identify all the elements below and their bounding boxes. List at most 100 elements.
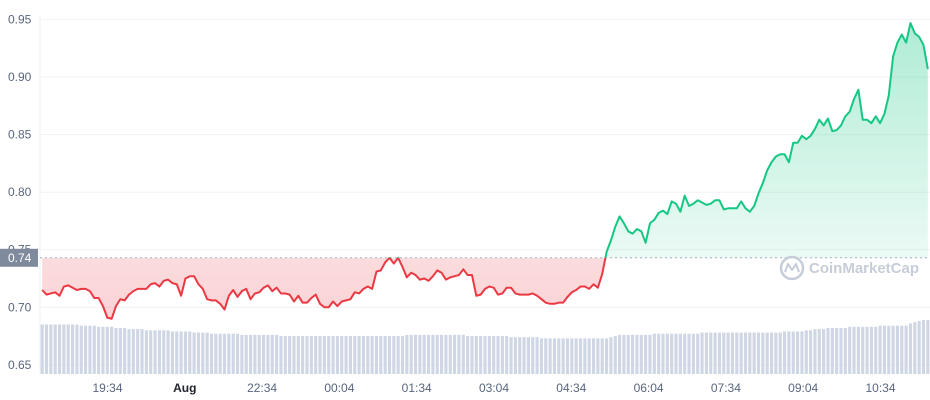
volume-bar [231, 333, 235, 374]
volume-bar [379, 336, 383, 374]
volume-bar [270, 334, 274, 374]
volume-bar [105, 326, 109, 374]
volume-bars [40, 319, 930, 374]
x-tick-label: 01:34 [402, 381, 432, 395]
volume-bar [396, 336, 400, 374]
volume-bar [53, 324, 57, 374]
coinmarketcap-logo-icon [779, 255, 805, 281]
volume-bar [509, 337, 513, 374]
volume-bar [97, 326, 101, 374]
volume-bar [804, 330, 808, 374]
volume-bar [696, 333, 700, 374]
volume-bar [813, 329, 817, 374]
y-tick-label: 0.65 [8, 358, 32, 372]
volume-bar [327, 336, 331, 374]
volume-bar [357, 336, 361, 374]
volume-bar [431, 334, 435, 374]
y-axis: 0.950.900.850.800.750.700.65 [8, 13, 32, 372]
volume-bar [756, 332, 761, 374]
x-tick-label: 06:04 [634, 381, 664, 395]
volume-bar [62, 324, 66, 374]
volume-bar [461, 334, 465, 374]
volume-bar [361, 336, 366, 374]
volume-bar [162, 330, 166, 374]
volume-bar [700, 332, 704, 374]
volume-bar [865, 326, 869, 374]
volume-bar [57, 324, 62, 374]
volume-bar [822, 329, 826, 374]
volume-bar [843, 327, 847, 374]
volume-bar [196, 332, 201, 374]
volume-bar [214, 333, 218, 374]
volume-bar [366, 336, 370, 374]
y-tick-label: 0.80 [8, 185, 32, 199]
volume-bar [908, 323, 913, 374]
volume-bar [722, 332, 726, 374]
x-tick-label: 00:04 [324, 381, 354, 395]
volume-bar [817, 329, 821, 374]
volume-bar [409, 334, 413, 374]
volume-bar [240, 334, 244, 374]
volume-bar [848, 326, 852, 374]
volume-bar [448, 334, 452, 374]
volume-bar [587, 338, 591, 374]
volume-bar [457, 334, 461, 374]
volume-bar [153, 330, 157, 374]
x-tick-label: 09:04 [788, 381, 818, 395]
volume-bar [118, 327, 122, 374]
volume-bar [796, 331, 800, 374]
volume-bar [92, 325, 96, 374]
volume-bar [422, 334, 426, 374]
volume-bar [505, 336, 509, 374]
volume-bar [626, 334, 630, 374]
volume-bar [852, 326, 856, 374]
volume-bar [44, 324, 49, 374]
watermark-label: CoinMarketCap [809, 260, 919, 277]
volume-bar [874, 326, 878, 374]
volume-bar [604, 338, 609, 374]
volume-bar [101, 326, 105, 374]
reference-price-tag: 0.74 [0, 248, 38, 267]
x-tick-label: 03:04 [479, 381, 509, 395]
volume-bar [548, 338, 552, 374]
volume-bar [348, 336, 352, 374]
volume-bar [913, 322, 917, 374]
volume-bar [218, 333, 222, 374]
volume-bar [830, 327, 834, 374]
volume-bar [709, 332, 713, 374]
volume-bar [778, 332, 782, 374]
volume-bar [114, 327, 118, 374]
volume-bar [257, 334, 261, 374]
volume-bar [618, 334, 622, 374]
volume-bar [88, 325, 92, 374]
volume-bar [926, 319, 930, 374]
volume-bar [322, 336, 326, 374]
volume-bar [479, 336, 483, 374]
volume-bar [683, 333, 687, 374]
volume-bar [209, 333, 214, 374]
volume-bar [826, 327, 830, 374]
volume-bar [235, 333, 240, 374]
volume-bar [657, 333, 661, 374]
watermark: CoinMarketCap [779, 255, 919, 281]
volume-bar [110, 326, 114, 374]
volume-bar [761, 332, 765, 374]
volume-bar [201, 332, 205, 374]
volume-bar [678, 333, 682, 374]
volume-bar [157, 330, 161, 374]
volume-bar [75, 324, 79, 374]
volume-bar [66, 324, 70, 374]
volume-bar [440, 334, 444, 374]
volume-bar [266, 334, 270, 374]
reference-price-tag-label: 0.74 [8, 251, 32, 265]
volume-bar [244, 334, 248, 374]
volume-bar [426, 334, 431, 374]
volume-bar [835, 327, 839, 374]
price-line [41, 22, 929, 320]
volume-bar [374, 336, 379, 374]
volume-bar [561, 338, 565, 374]
volume-bar [887, 325, 891, 374]
volume-bar [791, 331, 795, 374]
